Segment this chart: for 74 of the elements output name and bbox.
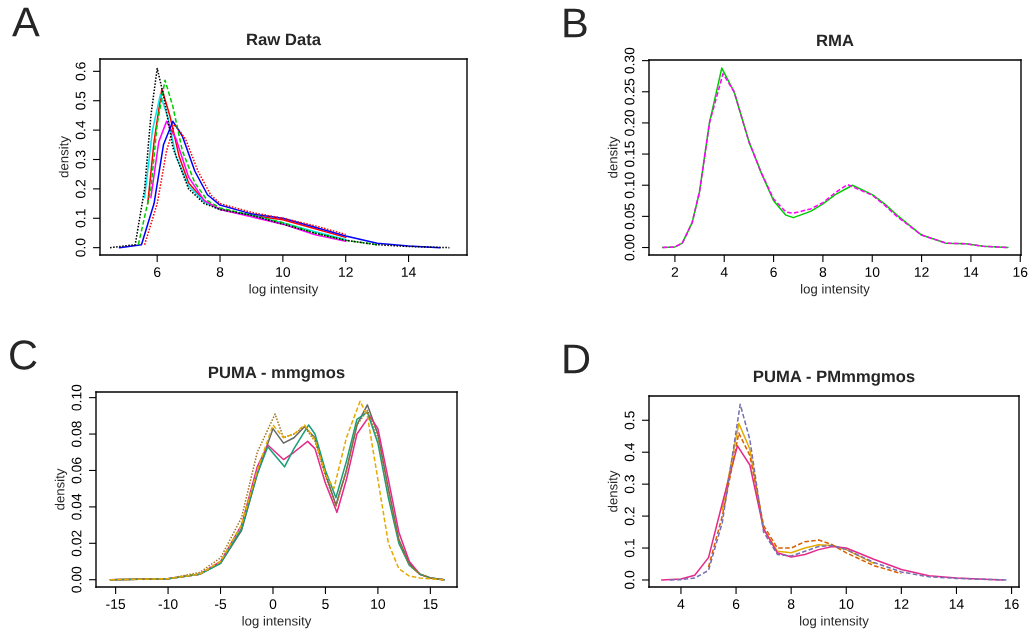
y-tick-label: 0.20 bbox=[624, 109, 635, 136]
y-axis-title: density bbox=[607, 470, 621, 512]
y-tick-label: 0.00 bbox=[71, 566, 82, 593]
x-tick-label: 14 bbox=[964, 267, 979, 277]
x-tick-label: 6 bbox=[770, 267, 777, 278]
y-tick-label: 0.06 bbox=[71, 457, 82, 484]
y-tick-label: 0.00 bbox=[624, 234, 635, 261]
line-series bbox=[707, 432, 903, 575]
y-tick-label: 0.0 bbox=[624, 570, 635, 590]
y-tick-label: 0.1 bbox=[624, 539, 635, 558]
x-tick-label: 4 bbox=[720, 267, 728, 277]
x-axis-title: log intensity bbox=[249, 283, 319, 297]
y-tick-label: 0.04 bbox=[71, 493, 82, 520]
x-tick-label: 2 bbox=[671, 267, 679, 277]
x-tick-label: -10 bbox=[158, 599, 178, 610]
x-tick-label: 6 bbox=[732, 599, 740, 610]
line-series bbox=[118, 120, 441, 249]
x-tick-label: 14 bbox=[949, 599, 964, 609]
y-tick-label: 0.4 bbox=[75, 120, 86, 140]
y-tick-label: 0.10 bbox=[624, 172, 635, 199]
y-tick-label: 0.30 bbox=[624, 47, 635, 74]
text: A bbox=[12, 7, 40, 37]
x-axis-title: log intensity bbox=[800, 615, 869, 629]
x-tick-label: 8 bbox=[787, 599, 795, 610]
y-axis-title: density bbox=[607, 136, 621, 178]
x-tick-label: 4 bbox=[677, 599, 685, 609]
x-tick-label: 16 bbox=[1013, 267, 1028, 278]
x-tick-label: 5 bbox=[322, 599, 329, 610]
x-tick-label: 10 bbox=[276, 267, 291, 278]
x-axis-title: log intensity bbox=[242, 615, 312, 629]
text: B bbox=[564, 8, 587, 38]
x-tick-label: 8 bbox=[216, 267, 224, 278]
x-tick-label: 0 bbox=[269, 599, 277, 610]
y-tick-label: 0.25 bbox=[624, 78, 635, 105]
y-tick-label: 0.4 bbox=[624, 442, 635, 462]
y-tick-label: 0.15 bbox=[624, 141, 635, 168]
chart-title: RMA bbox=[817, 34, 854, 47]
x-tick-label: 10 bbox=[839, 599, 854, 610]
text: D bbox=[564, 344, 590, 374]
y-tick-label: 0.05 bbox=[624, 203, 635, 230]
x-tick-label: 12 bbox=[894, 599, 909, 609]
x-tick-label: 12 bbox=[914, 267, 929, 277]
y-tick-label: 0.02 bbox=[71, 530, 82, 557]
x-tick-label: 15 bbox=[423, 599, 438, 610]
line-series bbox=[137, 79, 378, 246]
chart-title: PUMA - mmgmos bbox=[208, 366, 345, 382]
y-tick-label: 0.10 bbox=[71, 384, 82, 411]
x-tick-label: 10 bbox=[865, 267, 880, 278]
x-tick-label: -5 bbox=[214, 599, 227, 610]
line-series bbox=[109, 67, 451, 249]
x-tick-label: 10 bbox=[371, 599, 386, 610]
y-tick-label: 0.0 bbox=[75, 238, 86, 257]
x-tick-label: 14 bbox=[401, 267, 416, 277]
y-tick-label: 0.2 bbox=[624, 507, 635, 526]
y-tick-label: 0.3 bbox=[624, 475, 635, 494]
x-tick-label: -15 bbox=[106, 599, 126, 610]
y-tick-label: 0.6 bbox=[75, 62, 86, 81]
x-tick-label: 12 bbox=[339, 267, 353, 277]
x-tick-label: 6 bbox=[154, 267, 161, 278]
y-axis-title: density bbox=[58, 136, 72, 178]
chart-title: Raw Data bbox=[247, 33, 322, 46]
y-tick-label: 0.3 bbox=[75, 150, 86, 169]
y-tick-label: 0.1 bbox=[75, 209, 86, 228]
y-tick-label: 0.08 bbox=[71, 421, 82, 448]
x-tick-label: 8 bbox=[819, 267, 827, 278]
chart-title: PUMA - PMmmgmos bbox=[753, 370, 915, 386]
y-tick-label: 0.5 bbox=[75, 91, 86, 110]
y-tick-label: 0.2 bbox=[75, 179, 86, 198]
y-axis-title: density bbox=[54, 468, 68, 510]
x-tick-label: 16 bbox=[1004, 599, 1019, 610]
y-tick-label: 0.5 bbox=[624, 411, 635, 430]
text: C bbox=[10, 340, 37, 370]
line-series bbox=[660, 445, 1005, 581]
x-axis-title: log intensity bbox=[801, 283, 870, 297]
